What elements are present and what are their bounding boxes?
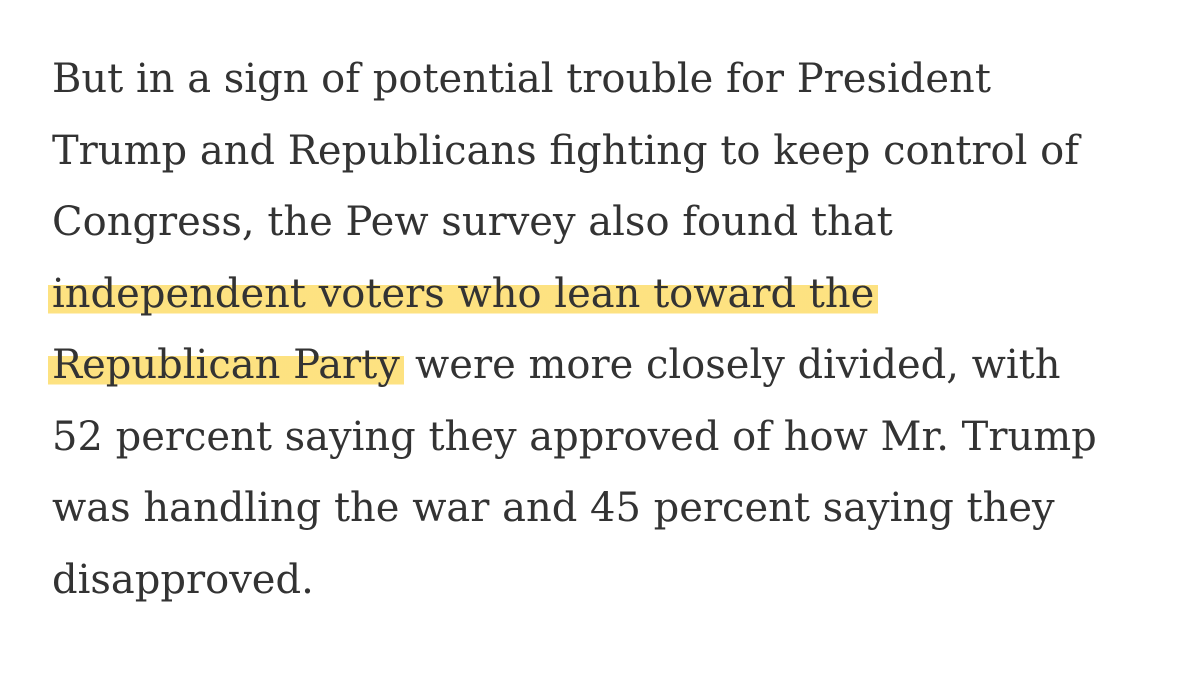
highlighted-text: Republican Party bbox=[48, 342, 404, 388]
text-line: But in a sign of potential trouble for P… bbox=[52, 44, 1097, 116]
text: Trump and Republicans fighting to keep c… bbox=[52, 127, 1080, 174]
text-line: disapproved. bbox=[52, 545, 1097, 617]
text-line: Trump and Republicans fighting to keep c… bbox=[52, 116, 1097, 188]
text: were more closely divided, with bbox=[415, 342, 1061, 388]
text: was handling the war and 45 percent sayi… bbox=[52, 485, 1055, 531]
text: Congress, the Pew survey also found that bbox=[52, 199, 893, 245]
article-paragraph: But in a sign of potential trouble for P… bbox=[48, 44, 1097, 617]
text-line: was handling the war and 45 percent sayi… bbox=[52, 473, 1097, 545]
text-line: independent voters who lean toward the bbox=[48, 259, 1097, 331]
highlighted-text: independent voters who lean toward the bbox=[48, 270, 879, 317]
text: But in a sign of potential trouble for P… bbox=[52, 56, 991, 102]
text: 52 percent saying they approved of how M… bbox=[52, 413, 1097, 460]
text-line: Republican Party were more closely divide… bbox=[48, 330, 1097, 402]
text: disapproved. bbox=[52, 556, 314, 603]
text-line: 52 percent saying they approved of how M… bbox=[52, 402, 1097, 474]
text-line: Congress, the Pew survey also found that bbox=[52, 187, 1097, 259]
